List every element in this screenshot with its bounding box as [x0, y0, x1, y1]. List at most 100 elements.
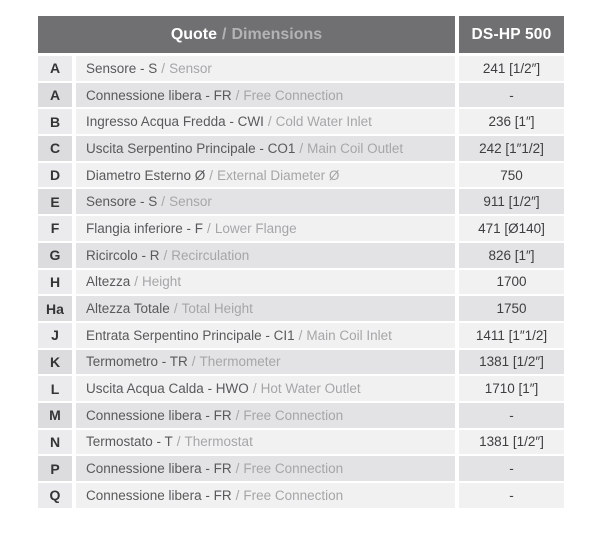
label-english: Free Connection	[243, 407, 344, 423]
row-letter: G	[38, 242, 72, 268]
row-value: -	[459, 82, 564, 108]
table-row: E Sensore - S / Sensor 911 [1/2″]	[38, 189, 564, 215]
table-row: A Connessione libera - FR / Free Connect…	[38, 82, 564, 108]
label-separator: /	[163, 247, 168, 263]
row-letter: M	[38, 402, 72, 428]
label-italian: Connessione libera - FR	[86, 407, 232, 423]
table-row: J Entrata Serpentino Principale - CI1 / …	[38, 322, 564, 348]
label-english: Lower Flange	[214, 220, 297, 236]
label-separator: /	[235, 87, 240, 103]
row-value: 1381 [1/2″]	[459, 429, 564, 455]
row-value: 236 [1″]	[459, 109, 564, 135]
row-value: 241 [1/2″]	[459, 56, 564, 81]
label-italian: Connessione libera - FR	[86, 487, 232, 503]
label-english: Main Coil Inlet	[306, 327, 392, 343]
row-letter: L	[38, 376, 72, 401]
row-description: Altezza Totale / Total Height	[76, 296, 455, 321]
row-description: Entrata Serpentino Principale - CI1 / Ma…	[76, 322, 455, 348]
row-value: 1411 [1″1/2]	[459, 322, 564, 348]
row-value: 471 [Ø140]	[459, 216, 564, 241]
row-value: 826 [1″]	[459, 242, 564, 268]
label-english: Free Connection	[243, 87, 344, 103]
label-separator: /	[161, 194, 166, 210]
label-italian: Sensore - S	[86, 194, 158, 210]
dimensions-table: Quote / Dimensions DS-HP 500 A Sensore -…	[38, 16, 564, 510]
row-value: 242 [1″1/2]	[459, 136, 564, 161]
table-row: G Ricircolo - R / Recirculation 826 [1″]	[38, 242, 564, 268]
label-english: External Diameter Ø	[217, 167, 340, 183]
row-letter: P	[38, 456, 72, 481]
label-italian: Diametro Esterno Ø	[86, 167, 206, 183]
label-italian: Connessione libera - FR	[86, 87, 232, 103]
label-english: Thermostat	[184, 434, 253, 450]
row-description: Connessione libera - FR / Free Connectio…	[76, 402, 455, 428]
table-row: L Uscita Acqua Calda - HWO / Hot Water O…	[38, 376, 564, 401]
table-row: P Connessione libera - FR / Free Connect…	[38, 456, 564, 481]
label-italian: Ingresso Acqua Fredda - CWI	[86, 114, 264, 130]
row-letter: B	[38, 109, 72, 135]
row-description: Flangia inferiore - F / Lower Flange	[76, 216, 455, 241]
label-separator: /	[267, 114, 272, 130]
row-description: Connessione libera - FR / Free Connectio…	[76, 82, 455, 108]
row-value: 911 [1/2″]	[459, 189, 564, 215]
label-italian: Ricircolo - R	[86, 247, 160, 263]
header-title-dim: Dimensions	[231, 25, 323, 43]
row-letter: E	[38, 189, 72, 215]
label-italian: Uscita Acqua Calda - HWO	[86, 381, 249, 397]
row-value: 750	[459, 162, 564, 188]
row-value: 1700	[459, 269, 564, 295]
row-description: Connessione libera - FR / Free Connectio…	[76, 483, 455, 508]
label-italian: Connessione libera - FR	[86, 461, 232, 477]
table-row: C Uscita Serpentino Principale - CO1 / M…	[38, 136, 564, 161]
label-italian: Altezza Totale	[86, 301, 170, 317]
table-row: A Sensore - S / Sensor 241 [1/2″]	[38, 56, 564, 81]
label-separator: /	[176, 434, 181, 450]
table-row: B Ingresso Acqua Fredda - CWI / Cold Wat…	[38, 109, 564, 135]
row-description: Connessione libera - FR / Free Connectio…	[76, 456, 455, 481]
row-letter: A	[38, 82, 72, 108]
label-italian: Termometro - TR	[86, 354, 188, 370]
label-separator: /	[252, 381, 257, 397]
label-english: Free Connection	[243, 461, 344, 477]
row-description: Uscita Acqua Calda - HWO / Hot Water Out…	[76, 376, 455, 401]
label-separator: /	[161, 60, 166, 76]
table-header-title: Quote / Dimensions	[38, 16, 455, 53]
row-description: Termometro - TR / Thermometer	[76, 349, 455, 375]
table-row: M Connessione libera - FR / Free Connect…	[38, 402, 564, 428]
table-row: N Termostato - T / Thermostat 1381 [1/2″…	[38, 429, 564, 455]
label-english: Free Connection	[243, 487, 344, 503]
table-header-row: Quote / Dimensions DS-HP 500	[38, 16, 564, 53]
row-letter: Ha	[38, 296, 72, 321]
row-description: Sensore - S / Sensor	[76, 56, 455, 81]
label-italian: Entrata Serpentino Principale - CI1	[86, 327, 295, 343]
table-row: Ha Altezza Totale / Total Height 1750	[38, 296, 564, 321]
header-separator: /	[222, 25, 227, 43]
label-separator: /	[191, 354, 196, 370]
row-value: 1750	[459, 296, 564, 321]
label-separator: /	[235, 407, 240, 423]
row-letter: F	[38, 216, 72, 241]
row-letter: K	[38, 349, 72, 375]
row-value: 1710 [1″]	[459, 376, 564, 401]
row-description: Diametro Esterno Ø / External Diameter Ø	[76, 162, 455, 188]
label-separator: /	[209, 167, 214, 183]
label-italian: Uscita Serpentino Principale - CO1	[86, 140, 296, 156]
row-value: 1381 [1/2″]	[459, 349, 564, 375]
label-english: Total Height	[181, 301, 253, 317]
row-letter: A	[38, 56, 72, 81]
label-italian: Termostato - T	[86, 434, 173, 450]
label-separator: /	[235, 487, 240, 503]
table-row: D Diametro Esterno Ø / External Diameter…	[38, 162, 564, 188]
table-row: H Altezza / Height 1700	[38, 269, 564, 295]
header-title-strong: Quote	[170, 25, 218, 43]
row-letter: N	[38, 429, 72, 455]
row-value: -	[459, 483, 564, 508]
label-separator: /	[173, 301, 178, 317]
row-description: Sensore - S / Sensor	[76, 189, 455, 215]
label-italian: Flangia inferiore - F	[86, 220, 204, 236]
row-description: Termostato - T / Thermostat	[76, 429, 455, 455]
label-separator: /	[298, 327, 303, 343]
label-english: Sensor	[169, 194, 212, 210]
label-italian: Altezza	[86, 274, 131, 290]
table-row: Q Connessione libera - FR / Free Connect…	[38, 483, 564, 508]
